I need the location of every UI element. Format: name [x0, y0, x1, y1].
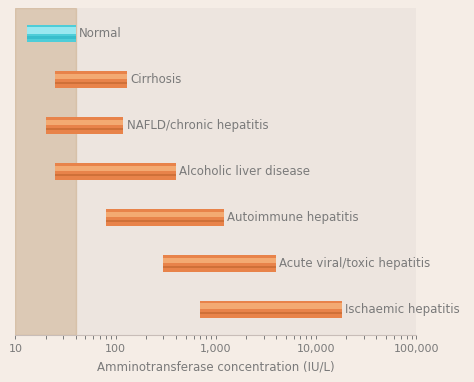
Bar	[27, 25, 76, 42]
Text: Alcoholic liver disease: Alcoholic liver disease	[179, 165, 310, 178]
X-axis label: Amminotransferase concentration (IU/L): Amminotransferase concentration (IU/L)	[97, 361, 335, 374]
Bar	[55, 74, 127, 79]
Bar	[15, 8, 76, 335]
Bar	[106, 212, 224, 217]
Bar	[27, 28, 76, 34]
Bar	[200, 312, 342, 314]
Text: Ischaemic hepatitis: Ischaemic hepatitis	[345, 303, 460, 316]
Text: Acute viral/toxic hepatitis: Acute viral/toxic hepatitis	[280, 257, 431, 270]
Text: Cirrhosis: Cirrhosis	[130, 73, 182, 86]
Bar	[55, 174, 176, 176]
Text: Autoimmune hepatitis: Autoimmune hepatitis	[227, 211, 359, 224]
Bar	[200, 301, 342, 318]
Bar	[164, 255, 276, 272]
Bar	[200, 303, 342, 309]
Bar	[46, 117, 124, 134]
Bar	[27, 36, 76, 39]
Bar	[164, 257, 276, 263]
Bar	[55, 163, 176, 180]
Bar	[46, 120, 124, 125]
Bar	[55, 165, 176, 171]
Bar	[46, 128, 124, 130]
Bar	[55, 82, 127, 84]
Bar	[106, 209, 224, 226]
Text: Normal: Normal	[79, 27, 122, 40]
Bar	[106, 220, 224, 222]
Text: NAFLD/chronic hepatitis: NAFLD/chronic hepatitis	[127, 119, 268, 132]
Bar	[55, 71, 127, 88]
Bar	[164, 265, 276, 268]
